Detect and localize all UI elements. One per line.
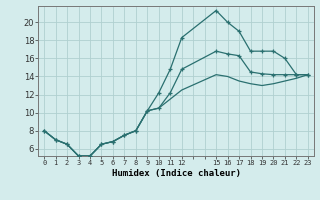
X-axis label: Humidex (Indice chaleur): Humidex (Indice chaleur) xyxy=(111,169,241,178)
